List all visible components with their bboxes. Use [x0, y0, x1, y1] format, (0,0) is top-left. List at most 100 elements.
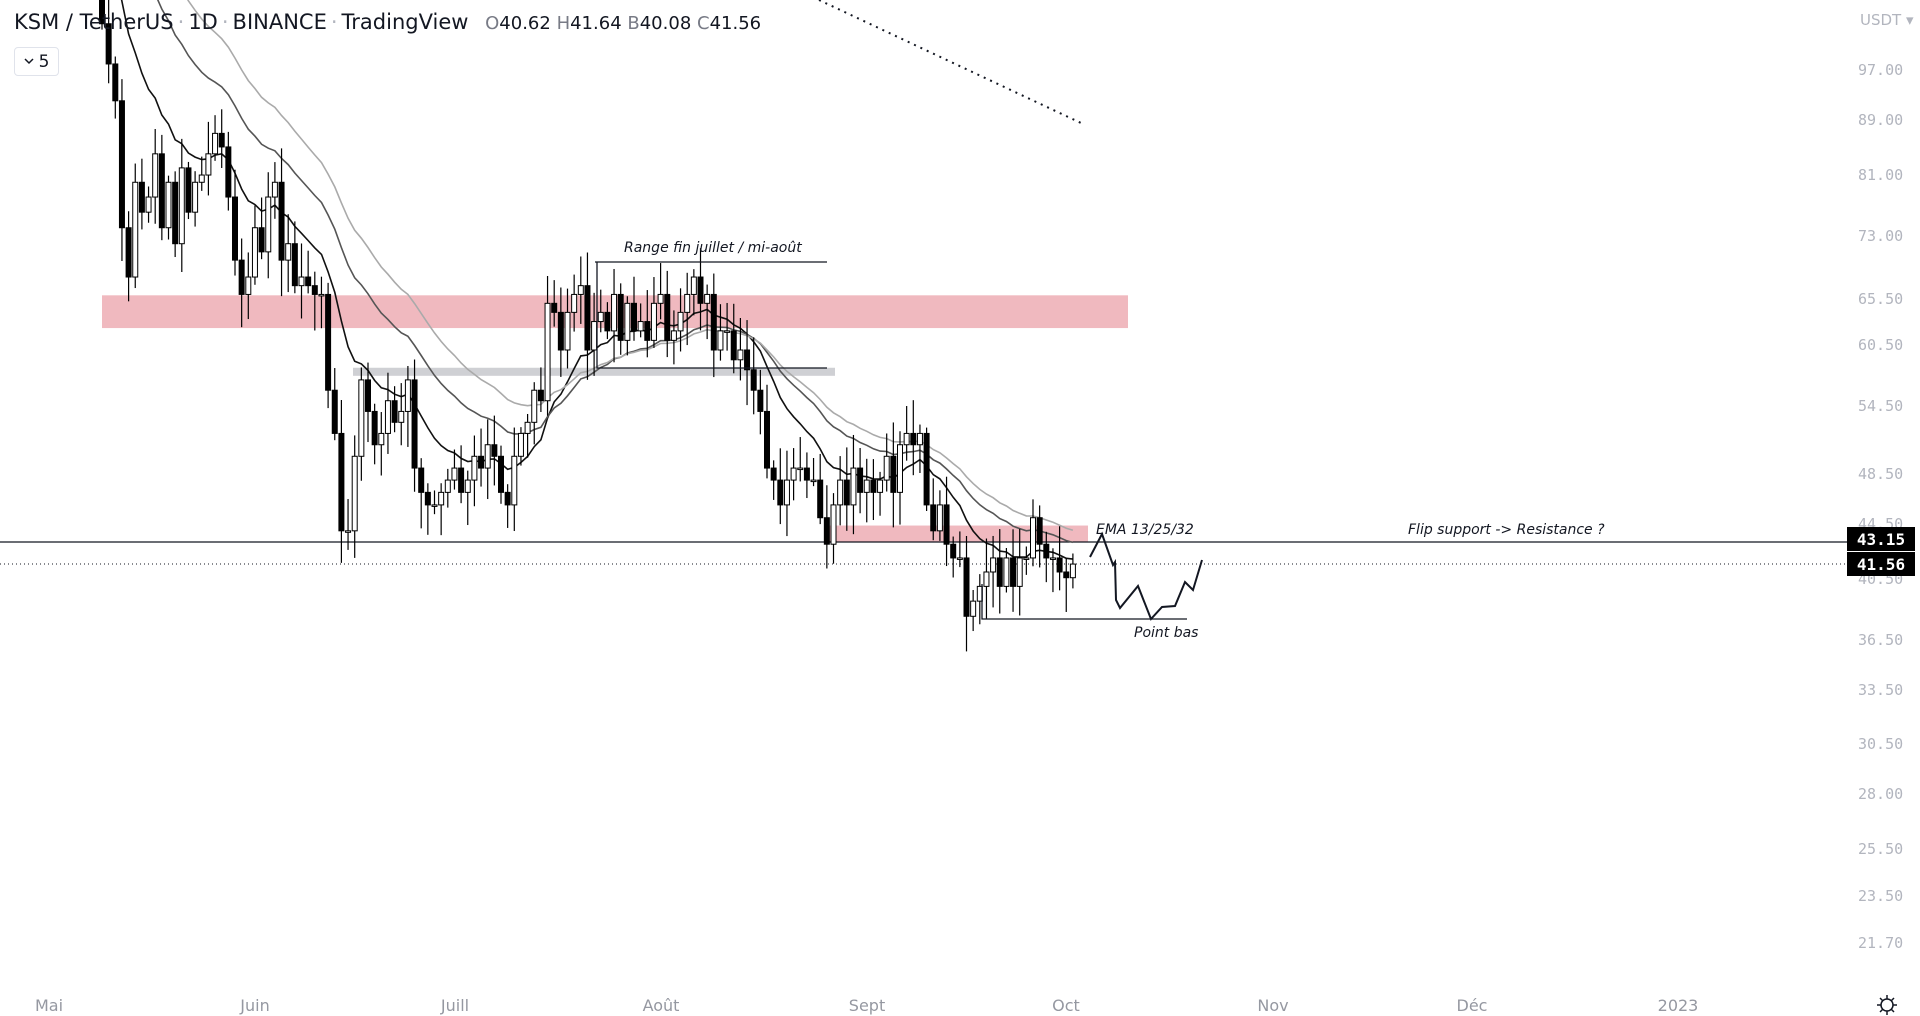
candle[interactable] — [571, 274, 578, 332]
candle[interactable] — [650, 277, 657, 348]
candle[interactable] — [803, 452, 810, 499]
interval[interactable]: 1D — [188, 10, 218, 34]
candle[interactable] — [1036, 505, 1043, 568]
candle[interactable] — [125, 211, 132, 302]
symbol-name[interactable]: KSM / TetherUS — [14, 10, 174, 34]
candle[interactable] — [271, 162, 278, 219]
candle[interactable] — [730, 303, 737, 374]
candle[interactable] — [424, 483, 431, 535]
candle[interactable] — [750, 337, 757, 415]
candle[interactable] — [484, 419, 491, 500]
candle[interactable] — [511, 427, 518, 532]
candle[interactable] — [251, 205, 258, 285]
candle[interactable] — [870, 459, 877, 521]
candle[interactable] — [877, 471, 884, 516]
candle[interactable] — [963, 535, 970, 652]
candle[interactable] — [112, 56, 119, 119]
candle[interactable] — [218, 109, 225, 168]
candle[interactable] — [105, 0, 112, 84]
candle[interactable] — [118, 79, 125, 261]
candle[interactable] — [1003, 547, 1010, 593]
candle[interactable] — [458, 445, 465, 504]
candle[interactable] — [604, 302, 611, 340]
candle[interactable] — [670, 310, 677, 365]
candle[interactable] — [531, 382, 538, 445]
candle[interactable] — [444, 468, 451, 508]
candle[interactable] — [990, 535, 997, 608]
candle[interactable] — [1063, 558, 1070, 612]
candle[interactable] — [192, 171, 199, 227]
candle[interactable] — [557, 287, 564, 377]
candle[interactable] — [1030, 499, 1036, 567]
candle[interactable] — [358, 367, 365, 481]
candle[interactable] — [504, 484, 511, 528]
low-point-annotation[interactable]: Point bas — [1134, 625, 1199, 641]
candle[interactable] — [351, 435, 358, 558]
candle[interactable] — [863, 458, 870, 523]
low-point-line[interactable] — [981, 584, 1187, 620]
candle[interactable] — [551, 280, 558, 327]
candle[interactable] — [724, 302, 731, 351]
candle[interactable] — [797, 437, 804, 482]
candle[interactable] — [384, 372, 391, 454]
candle[interactable] — [478, 428, 485, 487]
candle[interactable] — [644, 290, 651, 358]
candle[interactable] — [817, 453, 824, 525]
candle[interactable] — [212, 115, 219, 161]
projection-path[interactable] — [1089, 531, 1203, 621]
candle[interactable] — [584, 252, 591, 380]
candle[interactable] — [245, 252, 252, 320]
candle[interactable] — [930, 478, 937, 541]
candle[interactable] — [710, 273, 717, 378]
candle[interactable] — [225, 131, 232, 211]
candle[interactable] — [617, 283, 624, 355]
candle[interactable] — [916, 424, 923, 474]
trend-line-dotted[interactable] — [818, 0, 1082, 124]
candle[interactable] — [338, 399, 345, 563]
candle[interactable] — [537, 367, 544, 413]
candle[interactable] — [690, 269, 697, 316]
candle[interactable] — [158, 134, 165, 241]
candle[interactable] — [810, 457, 817, 487]
flip-annotation[interactable]: Flip support -> Resistance ? — [1408, 522, 1605, 538]
candle[interactable] — [637, 303, 644, 338]
candle[interactable] — [983, 538, 990, 619]
candle[interactable] — [717, 304, 724, 361]
candle[interactable] — [936, 490, 943, 541]
candle[interactable] — [172, 171, 179, 258]
candle[interactable] — [498, 445, 504, 504]
candle[interactable] — [624, 296, 631, 356]
candle[interactable] — [152, 128, 159, 224]
candle[interactable] — [564, 288, 571, 369]
candle[interactable] — [684, 272, 691, 346]
settings-gear-icon[interactable] — [1876, 994, 1898, 1016]
candle[interactable] — [823, 485, 830, 569]
ema-annotation[interactable]: EMA 13/25/32 — [1096, 522, 1194, 538]
candle[interactable] — [597, 289, 604, 333]
candle[interactable] — [857, 447, 864, 514]
candle[interactable] — [205, 121, 212, 196]
candle[interactable] — [1023, 546, 1030, 575]
candle[interactable] — [897, 431, 903, 525]
candle[interactable] — [956, 531, 963, 568]
candle[interactable] — [764, 384, 770, 479]
candle[interactable] — [471, 435, 478, 507]
candle[interactable] — [943, 476, 950, 567]
candle[interactable] — [524, 413, 531, 458]
candle[interactable] — [544, 276, 551, 416]
candle[interactable] — [850, 434, 857, 535]
candle[interactable] — [451, 449, 458, 490]
candle[interactable] — [1069, 553, 1076, 589]
candle[interactable] — [325, 282, 332, 409]
candle[interactable] — [404, 365, 411, 447]
candle[interactable] — [311, 271, 318, 331]
candle[interactable] — [1043, 531, 1050, 583]
candle[interactable] — [198, 156, 205, 191]
candle[interactable] — [950, 536, 957, 578]
candle[interactable] — [631, 276, 637, 341]
candle[interactable] — [677, 288, 684, 352]
candle[interactable] — [837, 456, 844, 526]
candle[interactable] — [278, 148, 285, 297]
candle[interactable] — [165, 175, 172, 240]
candle[interactable] — [438, 483, 445, 536]
